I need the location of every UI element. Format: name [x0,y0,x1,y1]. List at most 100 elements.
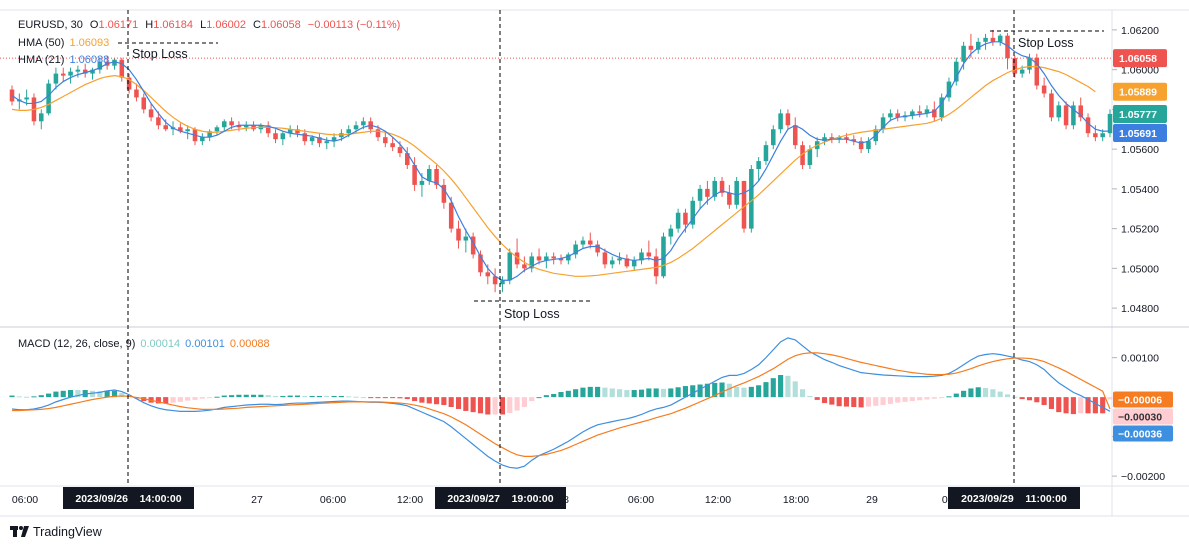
stop-loss-markers [118,30,1104,302]
candle [1107,109,1113,138]
interval: 30 [71,19,83,31]
candle [910,109,915,120]
candle-body [243,125,249,128]
svg-text:2023/09/29 11:00:00: 2023/09/29 11:00:00 [961,493,1067,505]
macd-hist-bar [939,397,945,399]
macd-hist-bar [653,388,659,398]
candle-body [573,244,578,255]
candle-body [1085,117,1091,134]
macd-hist-bar [697,384,703,398]
candle-body [961,45,966,62]
candle-body [441,184,447,203]
candle [646,240,652,261]
vertical-markers [127,10,1015,486]
candle-body [566,254,571,261]
candle [697,184,703,209]
candle-body [668,228,674,237]
candle [148,103,154,122]
macd-hist-bar [902,397,908,402]
price-axis[interactable]: 1.062001.060001.058001.056001.054001.052… [1112,25,1159,315]
hma50-legend[interactable]: HMA (50) 1.06093 [18,37,109,49]
candle [573,240,578,259]
macd-hist-bar [368,397,374,399]
candle [295,125,300,138]
macd-hist-bar [609,388,615,398]
macd-hist-bar [229,395,235,398]
macd-hist-bar [199,397,205,399]
macd-tick-label: 0.00100 [1121,353,1159,365]
candle [1041,77,1047,98]
macd-hist-bar [236,394,242,398]
macd-hist-bar [1078,397,1084,414]
symbol-legend[interactable]: EURUSD, 30 O1.06171 H1.06184 L1.06002 C1… [18,19,400,31]
macd-hist-bar [499,397,506,415]
candle [302,129,308,146]
candle-body [968,45,974,50]
macd-hist-bar [726,383,732,398]
svg-text:2023/09/26 14:00:00: 2023/09/26 14:00:00 [75,493,181,505]
candle [778,109,783,134]
macd-hist-bar [46,393,52,398]
macd-hist-bar [551,393,557,398]
candle [800,141,805,169]
low-value: 1.06002 [206,19,246,31]
candle [888,109,893,122]
macd-hist-bar [719,382,725,398]
macd-hist-bar [704,383,710,398]
candle-body [39,113,44,122]
macd-hist-bar [1041,397,1047,406]
macd-hist-bar [360,397,366,399]
hma21-legend[interactable]: HMA (21) 1.06088 [18,54,109,66]
candle-body [485,272,491,277]
candle-body [544,256,549,261]
candle [500,276,505,293]
candle-body [888,113,893,118]
macd-line [11,337,1111,469]
tradingview-logo[interactable]: TradingView [10,525,103,539]
candle-body [134,89,139,98]
svg-text:MACD (12, 26, close, 9)0.00014: MACD (12, 26, close, 9) 0.00014 0.00101 0.0… [18,338,270,350]
candle [727,184,732,209]
chart-frame [0,9,1189,517]
candle-body [492,276,498,285]
candle-body [60,73,66,76]
macd-hist-bar [111,390,118,398]
macd-hist-bar [814,397,820,400]
candle [1005,33,1010,70]
candle-body [954,61,959,82]
candle-body [265,125,271,134]
candle-body [522,264,527,269]
candle [331,133,337,148]
time-label: 12:00 [397,494,423,506]
candle-body [1056,105,1062,118]
macd-hist-bar [624,390,630,398]
svg-text:HMA (50)1.06093: HMA (50) 1.06093 [18,37,109,49]
candle-body [1078,105,1083,118]
candle [588,232,593,249]
candle [639,248,644,265]
candle-body [932,109,937,118]
candle [405,147,410,169]
macd-hist-bar [177,397,183,402]
candle [668,224,674,245]
macd-hist-bar [829,397,835,405]
candle [734,176,739,209]
price-tick-label: 1.05600 [1121,144,1159,156]
candle-body [53,73,59,84]
macd-hist-bar [287,395,293,398]
svg-text:HMA (21)1.06088: HMA (21) 1.06088 [18,54,109,66]
candle [851,135,857,146]
hma50-line [11,66,1096,277]
candle-body [346,129,351,134]
candle-body [1005,35,1010,59]
candle [617,252,622,265]
macd-tick-label: −0.00200 [1121,471,1165,483]
macd-hist-bar [294,395,301,398]
candle-body [463,236,469,241]
macd-hist-bar [265,395,271,398]
macd-hist-bar [1107,397,1113,400]
macd-hist-bar [1070,397,1076,415]
macd-hist-bar [887,397,893,404]
macd-legend[interactable]: MACD (12, 26, close, 9) 0.00014 0.00101 0.0… [18,338,270,350]
